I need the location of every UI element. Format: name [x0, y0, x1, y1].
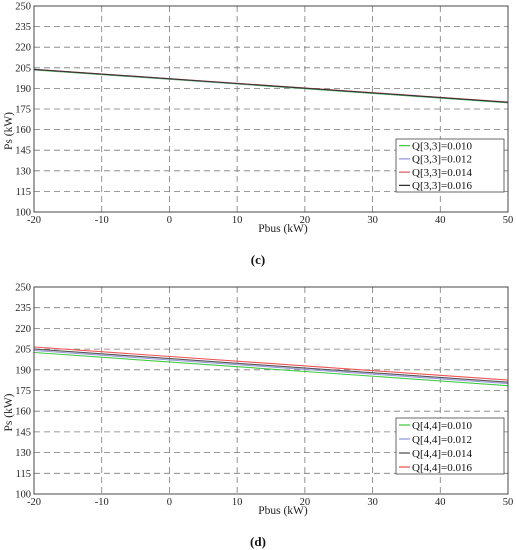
x-tick-label: 10: [232, 497, 243, 508]
legend-entry: Q[3,3]=0.010: [412, 140, 472, 152]
chart-panel-c: 100 115 130 145 160 175 190 205 220 235 250 -20 -10 0…: [3, 2, 513, 268]
x-tick-label: 10: [232, 215, 243, 226]
x-tick-label: 20: [300, 215, 311, 226]
y-axis-label: Ps (kW): [3, 112, 15, 150]
x-tick-label: -20: [27, 215, 41, 226]
x-tick-label: 30: [367, 497, 378, 508]
x-tick-label: 20: [300, 497, 311, 508]
y-tick-label: 250: [15, 2, 31, 13]
y-tick-label: 160: [15, 125, 31, 136]
series-line: [33, 349, 509, 385]
legend-entry: Q[4,4]=0.012: [412, 434, 472, 446]
y-tick-label: 115: [16, 187, 31, 198]
panel-label: (c): [251, 252, 265, 267]
y-tick-label: 235: [15, 303, 31, 314]
y-tick-label: 190: [15, 365, 31, 376]
x-tick-label: 0: [167, 497, 172, 508]
y-tick-label: 205: [15, 63, 31, 74]
y-tick-label: 235: [15, 22, 31, 33]
y-tick-label: 175: [15, 386, 31, 397]
y-tick-label: 100: [15, 208, 31, 219]
series-line: [33, 351, 509, 387]
y-tick-label: 130: [15, 166, 31, 177]
axes-frame: [33, 286, 509, 495]
x-tick-label: 30: [367, 215, 378, 226]
legend-entry: Q[4,4]=0.016: [412, 462, 472, 474]
x-tick-label: -20: [27, 497, 41, 508]
x-axis-label: Pbus (kW): [258, 505, 308, 517]
x-tick-label: -10: [95, 497, 109, 508]
legend-entry: Q[3,3]=0.014: [412, 167, 472, 179]
chart-panel-d: 100 115 130 145 160 175 190 205 220 235 250 -20 -10 0…: [3, 283, 513, 550]
series-line: [33, 346, 509, 381]
y-tick-label: 145: [15, 146, 31, 157]
panel-label: (d): [250, 534, 266, 549]
y-tick-label: 250: [15, 283, 31, 294]
axes-frame: [33, 5, 509, 213]
series-line: [33, 68, 509, 103]
x-axis-label: Pbus (kW): [258, 223, 308, 235]
x-tick-label: -10: [95, 215, 109, 226]
y-tick-label: 220: [15, 324, 31, 335]
legend-entry: Q[3,3]=0.012: [412, 154, 472, 166]
x-tick-label: 40: [435, 215, 446, 226]
legend-box: [395, 138, 505, 193]
x-tick-label: 50: [503, 215, 514, 226]
y-tick-label: 175: [15, 105, 31, 116]
y-axis-label: Ps (kW): [3, 393, 15, 431]
series-line: [33, 348, 509, 383]
legend-box: [395, 417, 505, 475]
x-tick-label: 50: [503, 497, 514, 508]
x-tick-label: 40: [435, 497, 446, 508]
legend-entry: Q[3,3]=0.016: [412, 180, 472, 192]
legend-entry: Q[4,4]=0.014: [412, 448, 472, 460]
y-tick-label: 220: [15, 43, 31, 54]
y-tick-label: 190: [15, 84, 31, 95]
y-tick-label: 130: [15, 448, 31, 459]
x-tick-label: 0: [167, 215, 172, 226]
y-tick-label: 115: [16, 469, 31, 480]
y-tick-label: 100: [15, 490, 31, 501]
y-tick-label: 145: [15, 427, 31, 438]
y-tick-label: 160: [15, 407, 31, 418]
y-tick-label: 205: [15, 345, 31, 356]
legend-entry: Q[4,4]=0.010: [412, 420, 472, 432]
